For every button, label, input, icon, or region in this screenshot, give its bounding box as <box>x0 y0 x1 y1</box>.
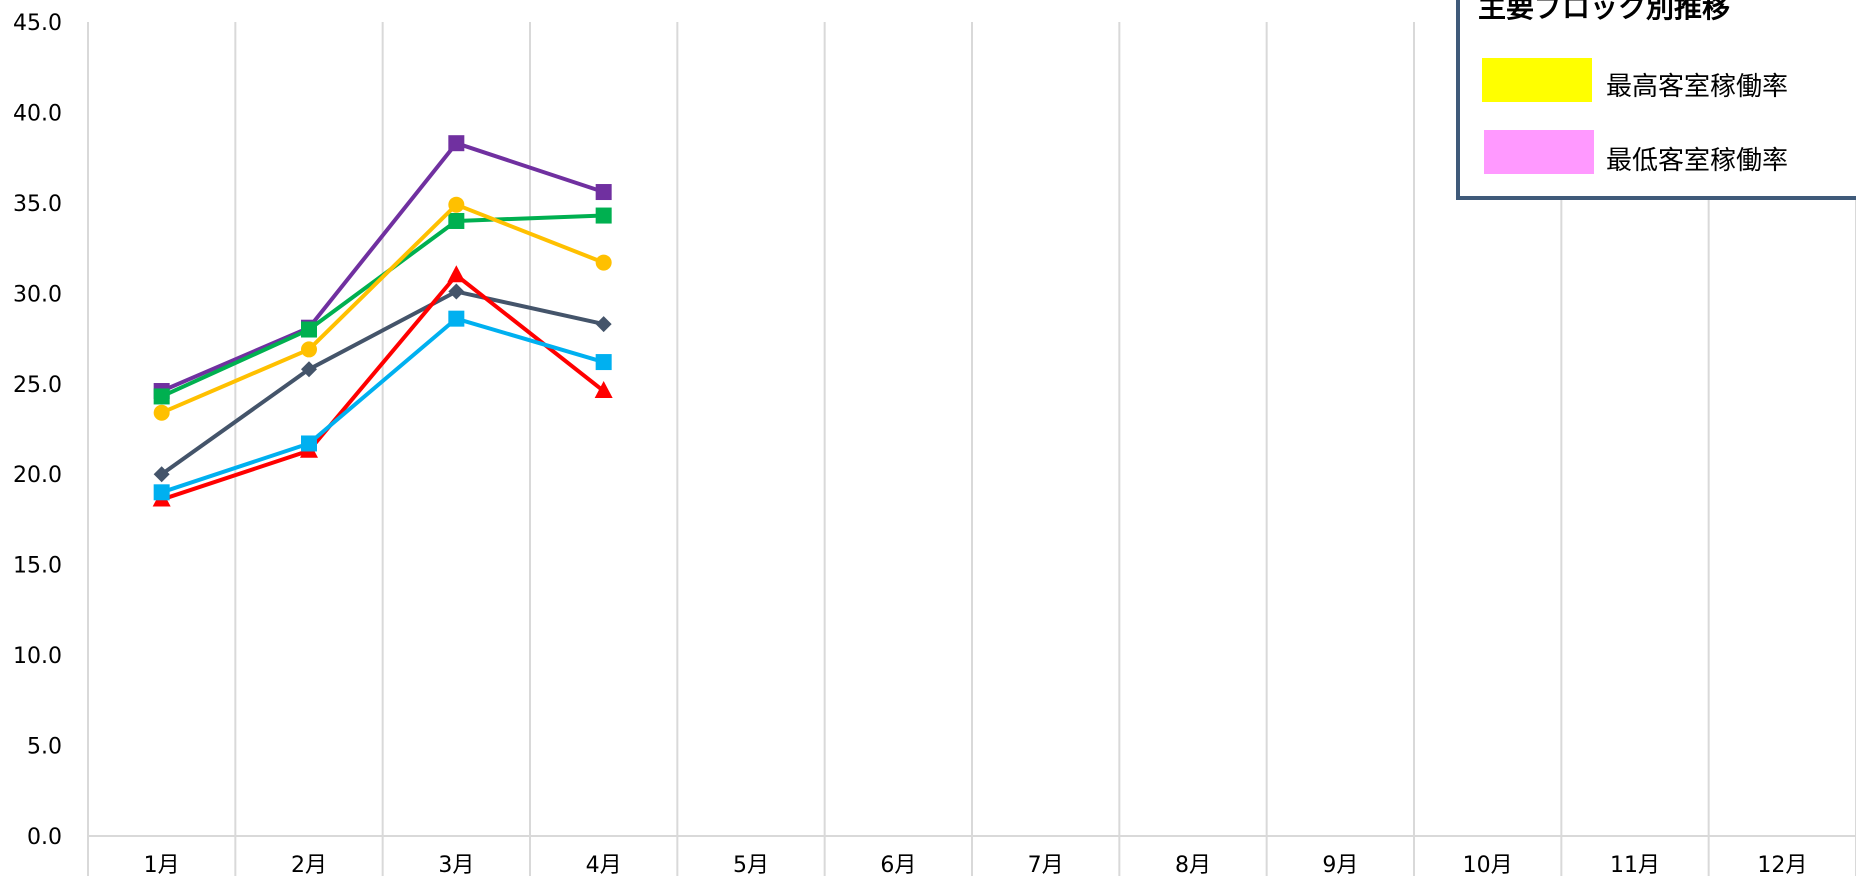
y-tick-label: 15.0 <box>13 554 62 579</box>
legend-label-highest: 最高客室稼働率 <box>1606 72 1789 102</box>
x-tick-label: 5月 <box>733 853 769 876</box>
series-line <box>161 273 605 502</box>
data-point <box>594 381 613 399</box>
series-3 <box>153 196 612 421</box>
x-tick-label: 11月 <box>1610 853 1660 876</box>
y-tick-label: 10.0 <box>13 644 62 669</box>
x-tick-label: 7月 <box>1028 853 1064 876</box>
y-tick-label: 40.0 <box>13 101 62 126</box>
x-tick-label: 9月 <box>1322 853 1358 876</box>
series-4 <box>153 283 612 483</box>
y-tick-label: 35.0 <box>13 192 62 217</box>
x-tick-label: 6月 <box>880 853 916 876</box>
axes <box>87 22 1856 876</box>
y-tick-label: 5.0 <box>27 735 62 760</box>
data-point <box>448 310 465 327</box>
y-tick-label: 25.0 <box>13 373 62 398</box>
data-point <box>595 207 612 224</box>
x-tick-label: 12月 <box>1757 853 1807 876</box>
series-line <box>160 141 605 393</box>
data-point <box>448 196 465 213</box>
x-axis-tick-labels: 1月 2月 3月 4月 5月 6月 7月 8月 9月 10月 11月 12月 <box>144 853 1808 876</box>
legend: 主要ブロック別推移 最高客室稼働率 最低客室稼働率 <box>1456 0 1856 200</box>
data-point <box>595 254 612 271</box>
y-axis-tick-labels: 0.0 5.0 10.0 15.0 20.0 25.0 30.0 35.0 40.0 45.0 <box>13 11 62 850</box>
data-point <box>153 404 170 421</box>
x-tick-label: 8月 <box>1175 853 1211 876</box>
data-point <box>153 484 170 501</box>
series-line <box>161 316 605 495</box>
data-point <box>595 184 612 201</box>
x-tick-label: 10月 <box>1463 853 1513 876</box>
data-point <box>595 354 612 371</box>
series-lines <box>152 135 613 507</box>
data-point <box>448 135 465 152</box>
x-tick-label: 1月 <box>144 853 180 876</box>
x-tick-label: 4月 <box>586 853 622 876</box>
y-tick-label: 30.0 <box>13 282 62 307</box>
y-tick-label: 0.0 <box>27 825 62 850</box>
data-point <box>301 321 317 338</box>
legend-label-lowest: 最低客室稼働率 <box>1606 146 1789 176</box>
x-tick-label: 3月 <box>438 853 474 876</box>
data-point <box>153 388 170 405</box>
data-point <box>301 341 317 358</box>
legend-swatch-highest <box>1482 58 1592 102</box>
data-point <box>595 316 612 333</box>
series-line <box>160 202 605 415</box>
data-point <box>153 466 170 483</box>
series-6 <box>153 310 612 501</box>
legend-title: 主要ブロック別推移 <box>1478 0 1731 24</box>
legend-swatch-lowest <box>1484 130 1594 174</box>
data-point <box>447 265 466 283</box>
series-line <box>160 289 605 476</box>
data-point <box>448 283 465 300</box>
y-tick-label: 20.0 <box>13 463 62 488</box>
data-point <box>301 435 317 452</box>
x-tick-label: 2月 <box>291 853 327 876</box>
data-point <box>301 361 317 378</box>
data-point <box>448 212 465 229</box>
y-tick-label: 45.0 <box>13 11 62 36</box>
